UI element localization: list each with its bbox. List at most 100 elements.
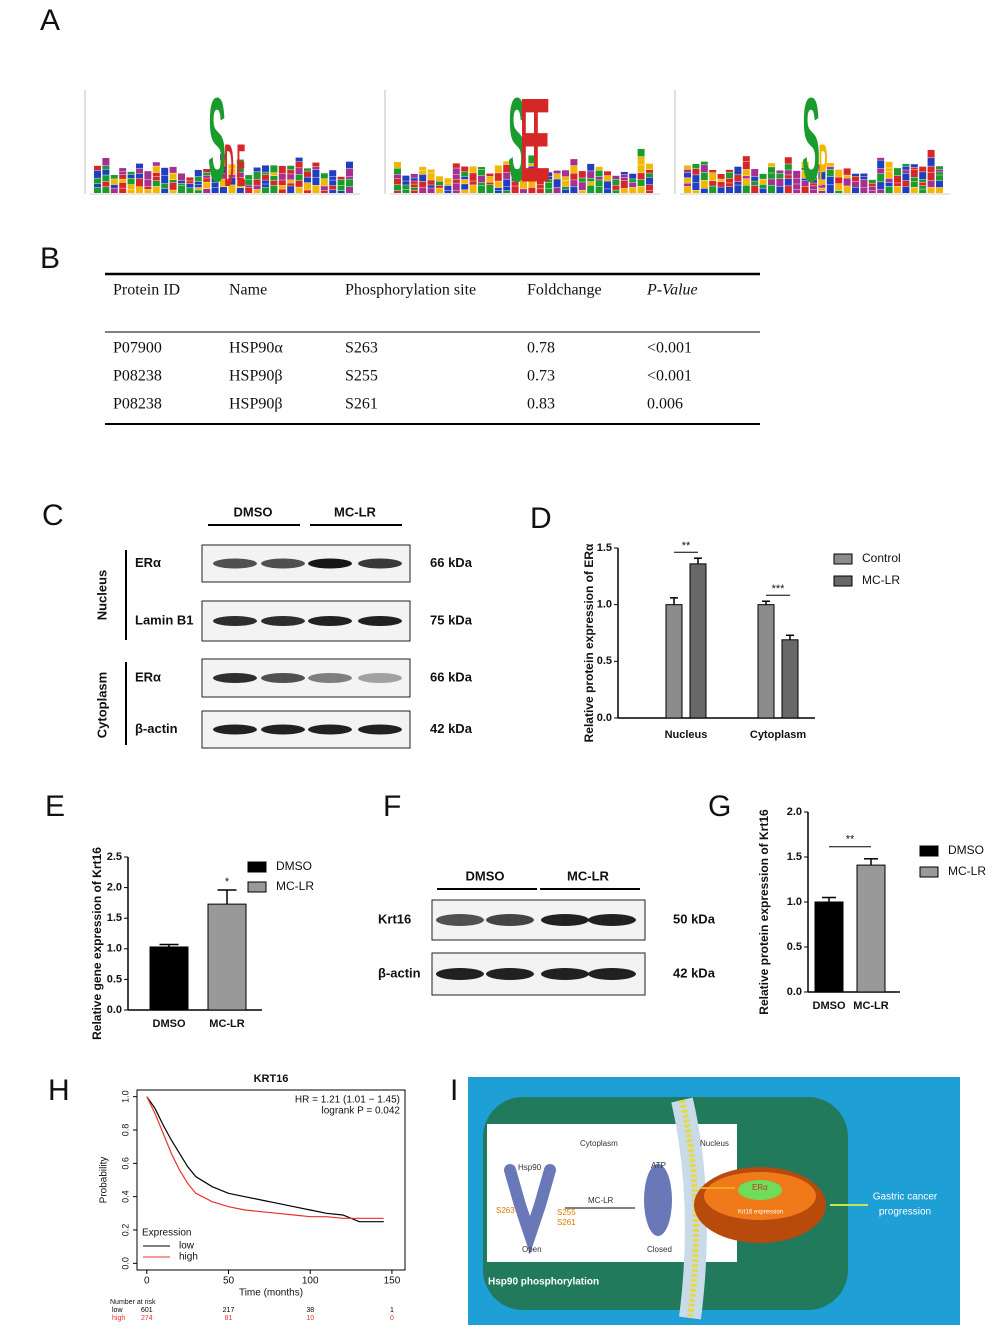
logo-glyph bbox=[394, 174, 401, 179]
logo-glyph bbox=[304, 168, 311, 171]
logo-glyph bbox=[436, 185, 443, 188]
logo-glyph bbox=[194, 190, 202, 193]
logo-glyph bbox=[102, 181, 110, 187]
logo-glyph bbox=[469, 166, 477, 173]
logo-glyph bbox=[320, 186, 328, 191]
blot-band bbox=[213, 724, 257, 735]
logo-glyph bbox=[287, 170, 295, 174]
logo-glyph bbox=[503, 190, 511, 193]
logo-glyph bbox=[751, 181, 759, 186]
table-header: Phosphorylation site bbox=[345, 282, 476, 299]
logo-glyph bbox=[461, 166, 469, 172]
logo-glyph bbox=[818, 190, 826, 193]
logo-glyph bbox=[700, 172, 708, 181]
risk-value: 601 bbox=[141, 1307, 153, 1314]
logo-glyph bbox=[144, 189, 152, 193]
logo-glyph bbox=[337, 185, 345, 191]
logo-glyph bbox=[536, 174, 544, 178]
logo-glyph bbox=[278, 174, 286, 180]
logo-glyph bbox=[102, 187, 110, 193]
logo-glyph bbox=[919, 166, 927, 172]
logo-glyph bbox=[759, 188, 767, 193]
y-tick-label: 0.6 bbox=[120, 1157, 130, 1170]
logo-glyph bbox=[503, 172, 511, 180]
risk-value: 0 bbox=[390, 1315, 394, 1322]
diagram: Cytoplasm Nucleus Hsp90 MC-LR S263 S255 … bbox=[468, 1077, 960, 1325]
logo-glyph bbox=[161, 183, 169, 189]
table-cell: 0.83 bbox=[527, 396, 555, 413]
logo-glyph bbox=[312, 185, 320, 193]
logo-glyph bbox=[637, 173, 645, 180]
blot-label: β-actin bbox=[135, 721, 178, 736]
logo-glyph bbox=[312, 167, 320, 170]
logo-glyph bbox=[637, 186, 645, 193]
logo-glyph bbox=[818, 172, 826, 180]
logo-glyph bbox=[346, 168, 353, 177]
diagram-text: progression bbox=[879, 1207, 931, 1218]
logo-glyph bbox=[419, 170, 427, 175]
table-cell: <0.001 bbox=[647, 368, 692, 385]
table-cell: HSP90β bbox=[229, 396, 283, 413]
y-tick-label: 1.0 bbox=[120, 1090, 130, 1103]
logo-glyph bbox=[102, 175, 110, 182]
logo-glyph bbox=[427, 173, 435, 180]
bar bbox=[781, 639, 799, 719]
logo-glyph bbox=[127, 174, 135, 179]
logo-glyph bbox=[253, 171, 261, 179]
logo-glyph bbox=[910, 169, 918, 178]
logo-glyph bbox=[776, 186, 784, 193]
blot-label: ERα bbox=[135, 555, 161, 570]
x-tick-label: DMSO bbox=[813, 1000, 846, 1012]
logo-glyph bbox=[127, 178, 135, 185]
logo-glyph bbox=[427, 169, 435, 173]
logo-glyph bbox=[194, 187, 202, 190]
logo-glyph bbox=[595, 180, 603, 187]
logo-glyph bbox=[278, 180, 286, 186]
logo-glyph bbox=[337, 176, 345, 180]
logo-glyph bbox=[726, 183, 733, 187]
logo-glyph bbox=[709, 172, 717, 181]
logo-glyph bbox=[211, 182, 219, 187]
logo-glyph bbox=[700, 161, 708, 165]
logo-glyph bbox=[684, 173, 691, 178]
logo-glyph bbox=[270, 176, 278, 181]
logo-glyph bbox=[818, 179, 826, 185]
logo-glyph bbox=[169, 166, 177, 173]
logo-glyph bbox=[768, 173, 775, 179]
diagram-text: Closed bbox=[647, 1245, 672, 1254]
legend-label: MC-LR bbox=[276, 879, 314, 893]
logo-glyph bbox=[152, 176, 160, 181]
logo-glyph bbox=[793, 184, 801, 190]
logo-glyph bbox=[452, 174, 460, 180]
logo-glyph bbox=[810, 177, 817, 180]
y-tick-label: 0.0 bbox=[107, 1004, 122, 1016]
logo-glyph bbox=[784, 186, 792, 193]
logo-glyph bbox=[110, 175, 118, 179]
logo-glyph bbox=[186, 181, 194, 184]
logo-glyph bbox=[287, 165, 295, 170]
diagram-text: Krt16 expression bbox=[738, 1210, 783, 1216]
logo-glyph bbox=[877, 189, 885, 193]
logo-glyph bbox=[768, 185, 775, 193]
legend-label: MC-LR bbox=[948, 864, 986, 878]
logo-glyph bbox=[494, 173, 502, 181]
condition-label: DMSO bbox=[234, 504, 273, 519]
logo-glyph bbox=[894, 183, 901, 186]
logo-glyph bbox=[304, 190, 311, 193]
logo-glyph bbox=[717, 187, 725, 193]
logo-glyph bbox=[236, 177, 244, 180]
risk-value: 274 bbox=[141, 1315, 153, 1322]
logo-glyph bbox=[646, 190, 653, 193]
blot-size: 42 kDa bbox=[430, 721, 473, 736]
logo-glyph bbox=[553, 173, 561, 179]
logo-glyph bbox=[119, 168, 127, 172]
logo-glyph bbox=[469, 181, 477, 185]
logo-glyph bbox=[394, 178, 401, 185]
x-tick-label: 150 bbox=[384, 1276, 401, 1287]
logo-glyph bbox=[860, 176, 868, 180]
logo-glyph bbox=[528, 180, 536, 188]
logo-glyph bbox=[186, 188, 194, 193]
table-cell: 0.73 bbox=[527, 368, 555, 385]
logo-glyph bbox=[262, 174, 269, 180]
logo-glyph bbox=[402, 175, 410, 181]
